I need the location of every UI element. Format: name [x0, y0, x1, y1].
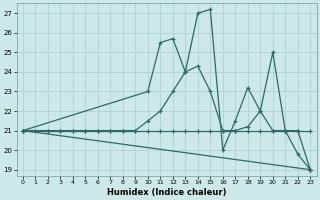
X-axis label: Humidex (Indice chaleur): Humidex (Indice chaleur) — [107, 188, 226, 197]
